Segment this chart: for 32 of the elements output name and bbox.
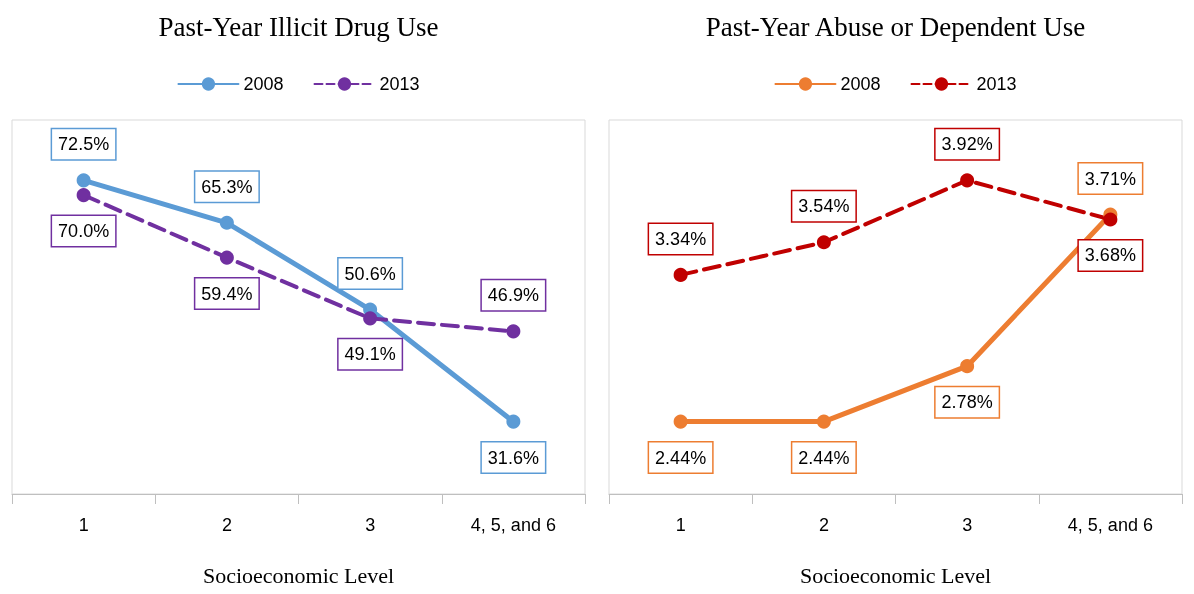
x-tick-label: 4, 5, and 6 xyxy=(470,515,556,535)
data-label: 3.92% xyxy=(941,134,993,155)
data-label: 3.34% xyxy=(655,228,707,249)
legend-label: 2013 xyxy=(976,74,1017,94)
data-label: 70.0% xyxy=(58,221,110,242)
x-tick-label: 3 xyxy=(365,515,376,535)
data-label: 3.68% xyxy=(1084,245,1136,266)
data-label: 2.78% xyxy=(941,392,993,413)
data-label: 49.1% xyxy=(344,344,396,365)
x-axis-title: Socioeconomic Level xyxy=(202,562,395,588)
data-label: 46.9% xyxy=(487,285,539,306)
data-label: 31.6% xyxy=(487,447,539,468)
legend-label: 2008 xyxy=(840,74,881,94)
legend-label: 2013 xyxy=(379,74,420,94)
chart-title: Past-Year Illicit Drug Use xyxy=(158,11,439,42)
x-tick-label: 2 xyxy=(221,515,232,535)
x-tick-label: 3 xyxy=(962,515,973,535)
data-label: 50.6% xyxy=(344,263,396,284)
x-tick-label: 4, 5, and 6 xyxy=(1067,515,1153,535)
x-tick-label: 1 xyxy=(675,515,686,535)
data-label: 3.54% xyxy=(798,196,850,217)
data-label: 59.4% xyxy=(201,283,253,304)
legend-label: 2008 xyxy=(243,74,284,94)
data-label: 3.71% xyxy=(1084,168,1136,189)
data-label: 65.3% xyxy=(201,176,253,197)
data-label: 2.44% xyxy=(798,447,850,468)
x-tick-label: 2 xyxy=(818,515,829,535)
x-tick-label: 1 xyxy=(78,515,89,535)
data-label: 2.44% xyxy=(655,447,707,468)
data-label: 72.5% xyxy=(58,134,110,155)
chart-title: Past-Year Abuse or Dependent Use xyxy=(705,11,1086,42)
x-axis-title: Socioeconomic Level xyxy=(799,562,992,588)
